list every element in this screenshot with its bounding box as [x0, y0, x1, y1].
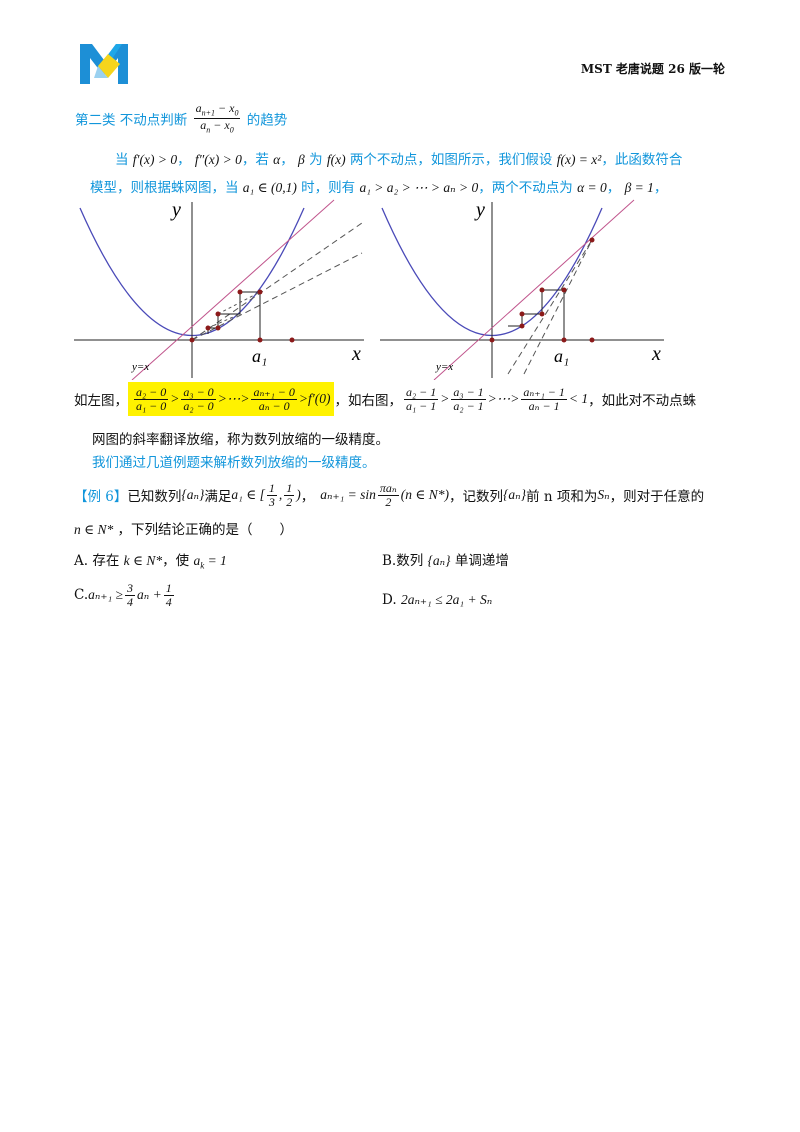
option-a[interactable]: A. 存在 k ∈ N*，使 ak = 1	[74, 553, 227, 571]
text: 满足	[204, 489, 232, 506]
intro-line: 我们通过几道例题来解析数列放缩的一级精度。	[92, 455, 376, 471]
math: 2aₙ₊₁ ≤ 2a₁ + Sₙ	[400, 592, 493, 607]
x-label: x	[351, 343, 361, 365]
math: a₁ ∈ [	[231, 487, 265, 503]
highlighted-inequality: a₂ − 0 a₁ − 0 > a₃ − 0 a₂ − 0 > ⋯ > aₙ₊₁ − 0…	[128, 382, 335, 417]
section-title: 第二类 不动点判断 an+1 − x0 an − x0 的趋势	[75, 102, 287, 135]
cobweb-figure-left: y x a₁ y=x	[74, 199, 364, 380]
compare-line2: 网图的斜率翻译放缩，称为数列放缩的一级精度。	[92, 432, 389, 448]
dashed-line	[191, 222, 363, 341]
section-fraction: an+1 − x0 an − x0	[193, 101, 241, 135]
math: aₙ₊₁ = sin	[320, 487, 376, 503]
option-b[interactable]: B.数列 {aₙ} 单调递增	[382, 549, 509, 569]
math: f′(x) > 0	[132, 152, 178, 167]
right-prefix: 如右图，	[347, 393, 402, 410]
math: Sₙ	[597, 487, 610, 503]
math: α = 0	[577, 180, 607, 195]
text: A. 存在	[74, 553, 120, 569]
math: f(x)	[326, 152, 346, 167]
option-d[interactable]: D. 2aₙ₊₁ ≤ 2a₁ + Sₙ	[382, 592, 492, 608]
math: k ∈ N*	[123, 553, 163, 568]
a1-label: a₁	[252, 346, 267, 366]
example-line2: n ∈ N* ，下列结论正确的是（ ）	[74, 518, 293, 538]
text: ，若	[241, 152, 269, 168]
text: ，此函数符合	[601, 152, 683, 168]
dashed-line	[191, 252, 363, 341]
y-label: y	[170, 199, 181, 221]
section-suffix: 的趋势	[246, 112, 288, 129]
text: 单调递增	[454, 553, 509, 569]
dashed-line	[507, 239, 593, 375]
compare-line: 如左图， a₂ − 0 a₁ − 0 > a₃ − 0 a₂ − 0 > ⋯ > aₙ₊…	[74, 382, 697, 417]
text: C.	[74, 587, 89, 604]
math: β	[298, 152, 305, 167]
math: α	[273, 152, 281, 167]
text: ，	[280, 152, 294, 168]
text: 前 n 项和为	[526, 489, 598, 506]
mst-logo-icon	[80, 44, 128, 84]
x-label: x	[651, 343, 661, 365]
math: {aₙ}	[181, 487, 205, 503]
text: ，两个不动点为	[478, 180, 573, 196]
math: β = 1	[624, 180, 654, 195]
cobweb-figure-right: y x a₁ y=x	[380, 199, 664, 380]
para1-line1: 当 f′(x) > 0， f″(x) > 0，若 α， β 为 f(x) 两个不…	[115, 148, 682, 168]
text: ，记数列	[449, 489, 504, 506]
line-y-equals-x	[433, 199, 635, 380]
math: n ∈ N*	[74, 522, 114, 537]
text: ，则对于任意的	[609, 489, 705, 506]
text: 为	[309, 152, 323, 168]
section-label: 第二类 不动点判断	[75, 112, 188, 129]
text: ，	[606, 180, 621, 196]
text: 两个不动点，如图所示，我们假设	[349, 152, 553, 168]
para1-line2: 模型，则根据蛛网图，当 a₁ ∈ (0,1) 时，则有 a₁ > a₂ > ⋯ …	[90, 176, 667, 196]
text: ，	[334, 393, 348, 410]
text: 模型，则根据蛛网图，当	[90, 180, 239, 196]
math: f(x) = x²	[556, 152, 602, 167]
text: ，使	[162, 553, 190, 569]
dashed-line	[523, 239, 593, 375]
example-tag: 【例 6】	[74, 489, 128, 506]
text: ，	[300, 489, 315, 506]
yx-label: y=x	[435, 361, 453, 373]
yx-label: y=x	[131, 361, 149, 373]
y-label: y	[474, 199, 485, 221]
text: ，下列结论正确的是（ ）	[117, 522, 294, 538]
math: a₁ ∈ (0,1)	[242, 180, 297, 195]
text: D.	[382, 592, 397, 608]
math: f″(x) > 0	[194, 152, 242, 167]
math: (n ∈ N*)	[400, 487, 450, 503]
math: aₙ₊₁ ≥	[88, 587, 123, 603]
text: 当	[115, 152, 129, 168]
header-title: MST 老唐说题 26 版一轮	[580, 62, 725, 76]
math: a₁ > a₂ > ⋯ > aₙ > 0	[359, 180, 479, 195]
text: 时，则有	[301, 180, 356, 196]
text: B.数列	[382, 553, 424, 569]
left-prefix: 如左图，	[74, 393, 128, 410]
logo	[78, 40, 130, 86]
line-y-equals-x	[131, 199, 335, 380]
text: ，	[653, 180, 668, 196]
right-inequality: a₂ − 1 a₁ − 1 > a₃ − 1 a₂ − 1 > ⋯ > aₙ₊₁ − 1…	[403, 385, 589, 413]
text: ，	[177, 152, 191, 168]
right-after: ，如此对不动点蛛	[588, 393, 697, 410]
math: {aₙ}	[427, 553, 451, 568]
a1-label: a₁	[554, 346, 569, 366]
text: 已知数列	[127, 489, 182, 506]
